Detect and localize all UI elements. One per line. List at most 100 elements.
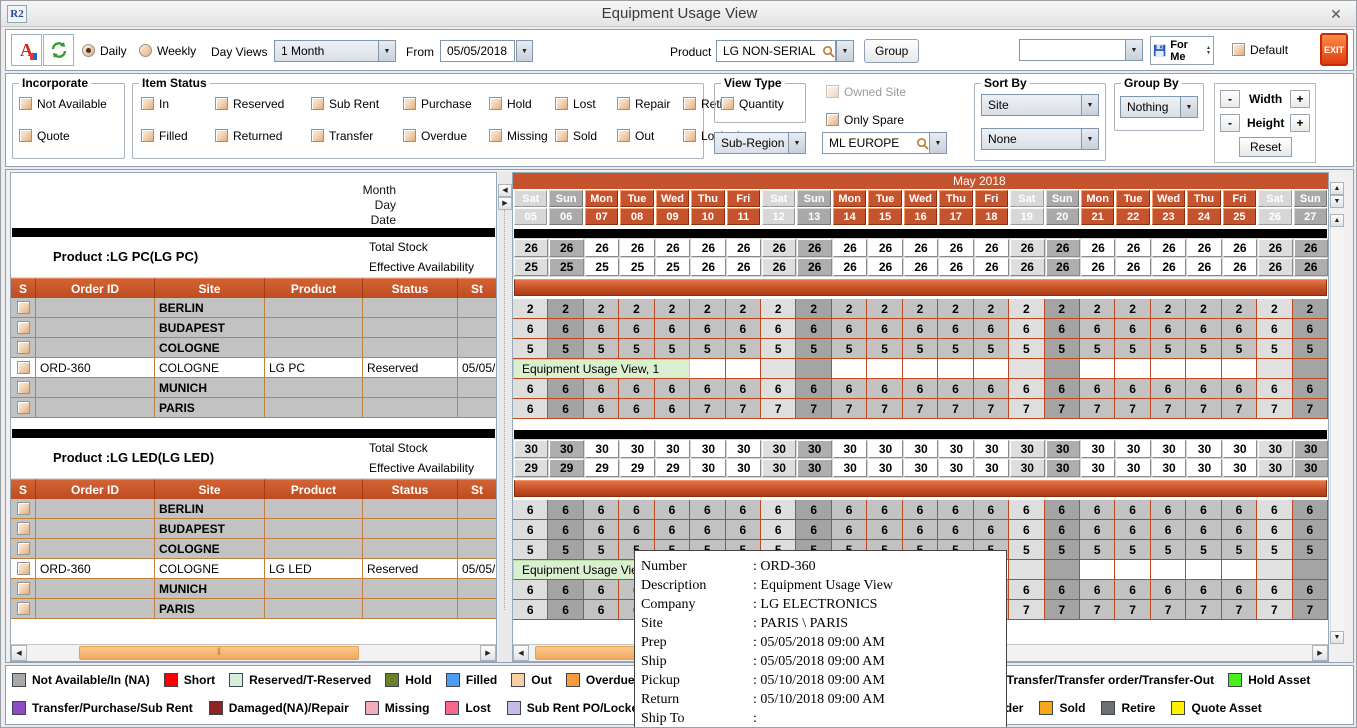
total-stock-cell[interactable]: 26 <box>549 239 584 257</box>
scroll-right-icon[interactable]: ▶ <box>498 197 512 210</box>
item-status-checkbox[interactable]: Returned <box>215 128 311 143</box>
order-day-cell[interactable] <box>1115 560 1151 580</box>
day-views-select[interactable]: 1 Month ▼ <box>274 40 396 62</box>
total-stock-cell[interactable]: 30 <box>1258 440 1293 458</box>
total-stock-cell[interactable]: 30 <box>1010 440 1045 458</box>
site-day-cell[interactable]: 5 <box>654 339 691 359</box>
site-day-cell[interactable]: 6 <box>583 580 620 600</box>
site-day-cell[interactable]: 6 <box>1186 580 1222 600</box>
total-stock-cell[interactable]: 26 <box>939 239 974 257</box>
weekly-radio[interactable]: Weekly <box>139 43 196 58</box>
site-day-cell[interactable]: 5 <box>973 339 1010 359</box>
total-stock-cell[interactable]: 26 <box>1010 239 1045 257</box>
site-day-cell[interactable]: 6 <box>583 399 620 419</box>
site-day-cell[interactable]: 5 <box>1079 540 1116 560</box>
site-day-cell[interactable]: 7 <box>938 399 974 419</box>
table-row[interactable]: MUNICH <box>11 378 496 398</box>
site-day-cell[interactable]: 6 <box>619 520 655 540</box>
scroll-up-icon[interactable]: ▲ <box>1330 214 1344 227</box>
site-day-cell[interactable]: 7 <box>725 399 762 419</box>
day-name-cell[interactable]: Mon <box>584 190 619 207</box>
row-select-cell[interactable] <box>11 378 36 397</box>
site-day-cell[interactable]: 6 <box>1115 319 1151 339</box>
order-day-cell[interactable] <box>831 359 868 379</box>
site-day-cell[interactable]: 6 <box>902 379 939 399</box>
reset-button[interactable]: Reset <box>1239 137 1293 157</box>
site-day-cell[interactable]: 6 <box>513 379 549 399</box>
table-row[interactable]: BERLIN <box>11 298 496 318</box>
day-date-cell[interactable]: 15 <box>868 208 902 225</box>
day-date-cell[interactable]: 27 <box>1293 208 1327 225</box>
site-day-cell[interactable]: 6 <box>513 580 549 600</box>
for-me-button[interactable]: For Me ▲ ▼ <box>1150 36 1214 65</box>
item-status-checkbox[interactable]: Repair <box>617 96 683 111</box>
item-status-checkbox[interactable]: Transfer <box>311 128 403 143</box>
site-day-cell[interactable]: 5 <box>1009 540 1045 560</box>
site-day-cell[interactable]: 6 <box>548 319 584 339</box>
site-day-cell[interactable]: 6 <box>902 500 939 520</box>
site-day-cell[interactable]: 6 <box>1221 319 1258 339</box>
site-day-cell[interactable]: 7 <box>831 399 868 419</box>
site-day-cell[interactable]: 5 <box>1044 540 1080 560</box>
site-day-cell[interactable]: 6 <box>831 500 868 520</box>
site-day-cell[interactable]: 6 <box>690 500 726 520</box>
grid-splitter[interactable]: ◀ ▶ <box>498 172 512 662</box>
site-day-cell[interactable]: 6 <box>938 500 974 520</box>
total-stock-cell[interactable]: 26 <box>1222 239 1258 257</box>
site-day-cell[interactable]: 7 <box>1044 399 1080 419</box>
site-day-cell[interactable]: 5 <box>1079 339 1116 359</box>
day-date-cell[interactable]: 05 <box>514 208 548 225</box>
site-day-cell[interactable]: 6 <box>548 580 584 600</box>
group-button[interactable]: Group <box>864 39 920 63</box>
total-stock-cell[interactable]: 30 <box>832 440 868 458</box>
sort-by-secondary-select[interactable]: None ▼ <box>981 128 1099 150</box>
region-type-select[interactable]: Sub-Region ▼ <box>714 132 806 154</box>
site-day-cell[interactable]: 2 <box>1221 299 1258 319</box>
total-stock-cell[interactable]: 26 <box>655 239 691 257</box>
total-stock-cell[interactable]: 30 <box>903 440 939 458</box>
site-day-cell[interactable]: 2 <box>548 299 584 319</box>
site-day-cell[interactable]: 6 <box>1221 520 1258 540</box>
site-day-cell[interactable]: 7 <box>1186 399 1222 419</box>
site-day-cell[interactable]: 5 <box>1009 339 1045 359</box>
availability-cell[interactable]: 26 <box>1151 258 1187 276</box>
total-stock-cell[interactable]: 30 <box>1222 440 1258 458</box>
site-day-cell[interactable]: 7 <box>1292 600 1328 620</box>
site-day-cell[interactable]: 7 <box>973 399 1010 419</box>
site-day-cell[interactable]: 5 <box>583 339 620 359</box>
total-stock-cell[interactable]: 30 <box>762 440 797 458</box>
total-stock-cell[interactable]: 26 <box>797 239 832 257</box>
site-day-cell[interactable]: 6 <box>513 319 549 339</box>
total-stock-cell[interactable]: 30 <box>939 440 974 458</box>
site-day-cell[interactable]: 6 <box>831 319 868 339</box>
sort-by-select[interactable]: Site ▼ <box>981 94 1099 116</box>
site-day-cell[interactable]: 6 <box>1009 580 1045 600</box>
availability-cell[interactable]: 30 <box>1187 459 1222 477</box>
site-day-cell[interactable]: 2 <box>690 299 726 319</box>
site-day-cell[interactable]: 7 <box>1115 600 1151 620</box>
day-name-cell[interactable]: Sun <box>1293 190 1327 207</box>
day-name-cell[interactable]: Fri <box>974 190 1009 207</box>
item-status-checkbox[interactable]: Out <box>617 128 683 143</box>
availability-cell[interactable]: 30 <box>797 459 832 477</box>
site-day-cell[interactable]: 6 <box>1115 379 1151 399</box>
availability-cell[interactable]: 26 <box>1258 258 1293 276</box>
incorporate-checkbox[interactable]: Not Available <box>19 96 107 111</box>
site-day-cell[interactable]: 5 <box>513 540 549 560</box>
availability-cell[interactable]: 26 <box>1010 258 1045 276</box>
site-day-cell[interactable]: 6 <box>1009 319 1045 339</box>
availability-cell[interactable]: 25 <box>584 258 620 276</box>
site-day-cell[interactable]: 6 <box>1044 500 1080 520</box>
table-row[interactable]: PARIS <box>11 398 496 418</box>
site-day-cell[interactable]: 6 <box>725 379 762 399</box>
day-name-cell[interactable]: Tue <box>868 190 902 207</box>
site-day-cell[interactable]: 6 <box>548 500 584 520</box>
site-day-cell[interactable]: 6 <box>796 500 832 520</box>
site-day-cell[interactable]: 6 <box>938 319 974 339</box>
site-day-cell[interactable]: 6 <box>583 520 620 540</box>
product-dropdown[interactable]: ▼ <box>836 40 854 62</box>
order-day-cell[interactable] <box>1292 359 1328 379</box>
site-day-cell[interactable]: 6 <box>796 319 832 339</box>
site-day-cell[interactable]: 6 <box>902 319 939 339</box>
site-day-cell[interactable]: 5 <box>1115 540 1151 560</box>
